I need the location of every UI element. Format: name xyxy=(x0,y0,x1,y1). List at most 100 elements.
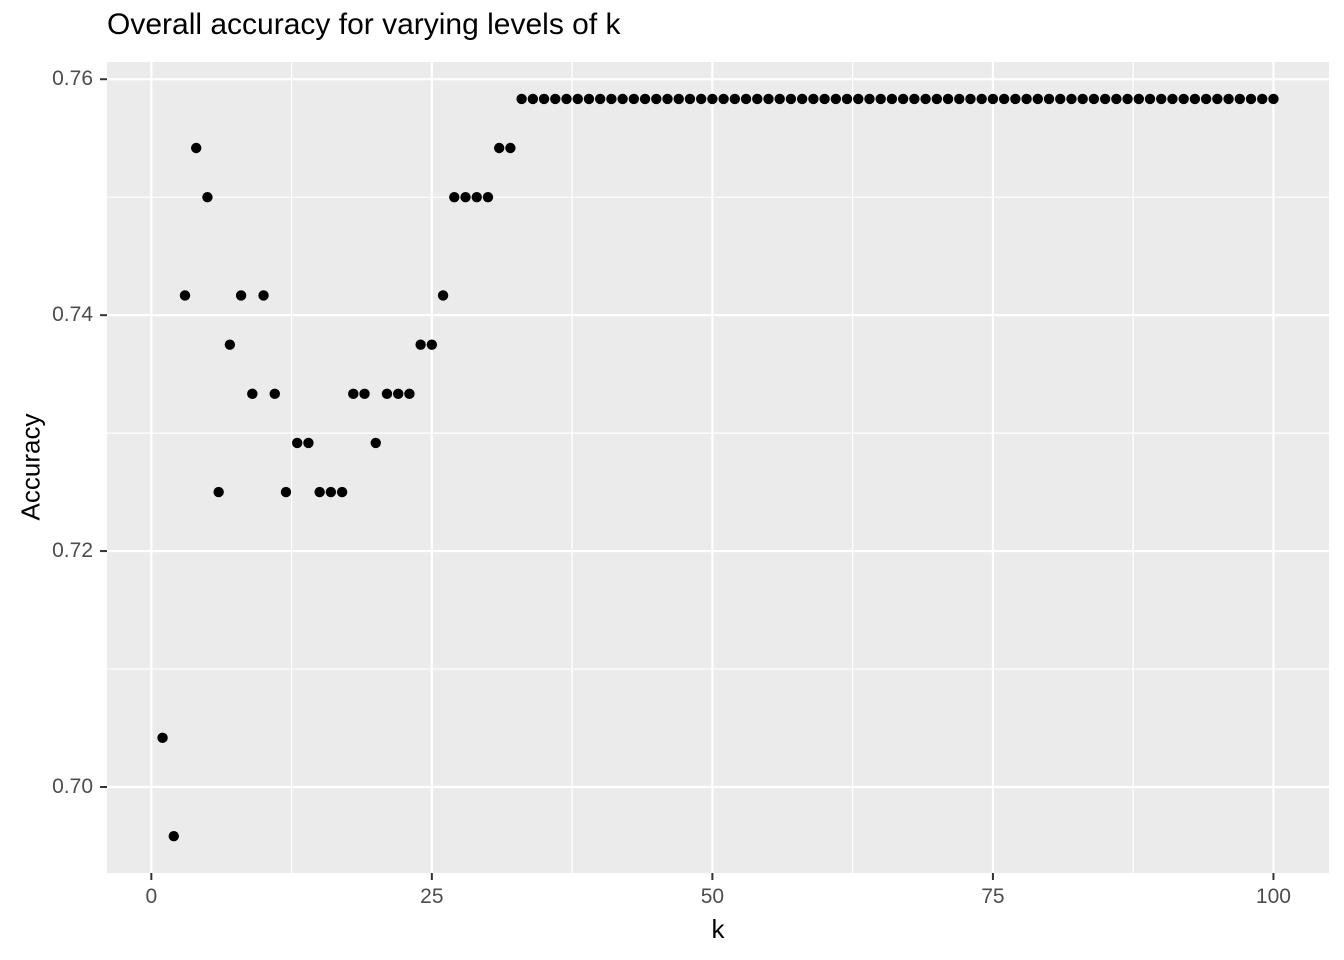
data-point xyxy=(336,486,348,498)
data-point xyxy=(965,93,976,105)
data-point xyxy=(224,339,236,350)
data-point xyxy=(247,388,258,400)
data-point xyxy=(1032,93,1044,105)
x-tick-label: 100 xyxy=(1255,885,1291,908)
data-point xyxy=(628,93,640,105)
data-point xyxy=(606,93,617,105)
y-tick-label: 0.70 xyxy=(52,775,93,798)
data-point xyxy=(729,93,741,105)
data-point xyxy=(841,93,853,105)
data-point xyxy=(774,93,785,105)
data-point xyxy=(1167,93,1178,105)
data-point xyxy=(437,290,449,301)
data-point xyxy=(1156,93,1167,105)
data-point xyxy=(1178,93,1189,105)
data-point xyxy=(550,93,561,105)
data-point xyxy=(179,290,191,301)
data-point xyxy=(527,93,539,105)
data-point xyxy=(516,93,527,105)
data-point xyxy=(819,93,830,105)
data-point xyxy=(639,93,651,105)
data-point xyxy=(493,142,505,154)
y-tick-label: 0.74 xyxy=(52,303,93,327)
data-point xyxy=(583,93,595,105)
data-point xyxy=(561,93,572,105)
x-tick-label: 50 xyxy=(700,885,725,908)
data-point xyxy=(763,93,774,105)
data-point xyxy=(752,93,763,105)
data-point xyxy=(1021,93,1032,105)
data-point xyxy=(359,388,370,400)
data-point xyxy=(325,486,337,498)
data-point xyxy=(258,290,269,301)
data-point xyxy=(617,93,628,105)
data-point xyxy=(460,191,471,203)
y-axis-title: Accuracy xyxy=(15,413,46,521)
data-point xyxy=(695,93,707,105)
data-point xyxy=(1111,93,1122,105)
data-point xyxy=(987,93,999,105)
data-point xyxy=(707,93,718,105)
data-point xyxy=(314,486,325,498)
data-point xyxy=(954,93,965,105)
data-point xyxy=(157,732,168,744)
data-point xyxy=(381,388,393,400)
data-point xyxy=(269,388,280,400)
x-tick-label: 75 xyxy=(981,885,1005,908)
chart-title: Overall accuracy for varying levels of k xyxy=(107,8,621,41)
data-point xyxy=(235,290,247,301)
data-point xyxy=(482,191,494,203)
data-point xyxy=(505,142,516,154)
data-point xyxy=(1133,93,1144,105)
data-point xyxy=(651,93,662,105)
data-point xyxy=(998,93,1010,105)
data-point xyxy=(202,191,213,203)
data-point xyxy=(280,486,292,498)
data-point xyxy=(673,93,684,105)
data-point xyxy=(1257,93,1268,105)
data-point xyxy=(1010,93,1021,105)
data-point xyxy=(1268,93,1279,105)
data-point xyxy=(1223,93,1234,105)
data-point xyxy=(370,437,381,449)
data-point xyxy=(213,486,224,498)
y-tick-label: 0.72 xyxy=(52,539,93,563)
data-point xyxy=(538,93,550,105)
data-point xyxy=(931,93,943,105)
data-point xyxy=(404,388,415,400)
data-point xyxy=(426,339,438,350)
data-point xyxy=(1055,93,1066,105)
data-point xyxy=(909,93,920,105)
x-tick-label: 25 xyxy=(420,885,444,908)
x-axis-title: k xyxy=(711,914,725,944)
data-point xyxy=(191,142,202,154)
data-point xyxy=(292,437,303,449)
data-point xyxy=(392,388,404,400)
data-point xyxy=(830,93,842,105)
data-point xyxy=(853,93,864,105)
data-point xyxy=(875,93,886,105)
data-point xyxy=(572,93,583,105)
data-point xyxy=(897,93,909,105)
data-point xyxy=(415,339,426,350)
data-point xyxy=(920,93,931,105)
data-point xyxy=(1099,93,1111,105)
plot-panel xyxy=(107,62,1329,873)
data-point xyxy=(1122,93,1133,105)
data-point xyxy=(1043,93,1055,105)
data-point xyxy=(471,191,482,203)
data-point xyxy=(662,93,673,105)
data-point xyxy=(1234,93,1245,105)
data-point xyxy=(808,93,819,105)
data-point xyxy=(1200,93,1212,105)
data-point xyxy=(1245,93,1257,105)
x-tick-label: 0 xyxy=(145,885,158,908)
data-point xyxy=(348,388,359,400)
data-point xyxy=(886,93,898,105)
data-point xyxy=(864,93,875,105)
data-point xyxy=(168,830,179,842)
data-point xyxy=(718,93,729,105)
data-point xyxy=(1088,93,1100,105)
data-point xyxy=(785,93,797,105)
